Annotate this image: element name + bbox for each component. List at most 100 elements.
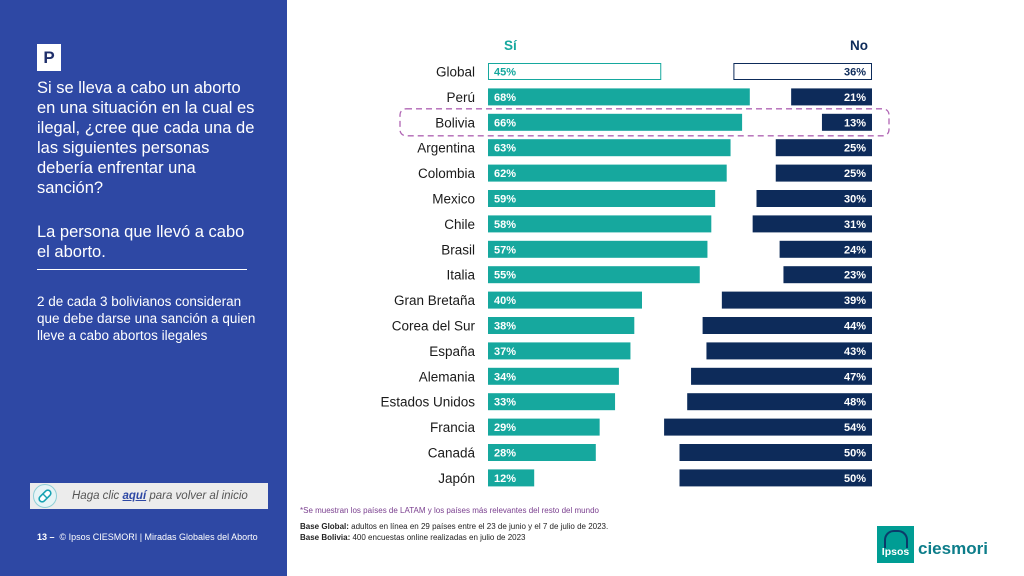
ciesmori-wordmark: ciesmori xyxy=(918,539,988,558)
no-value-colombia: 25% xyxy=(844,168,866,180)
yes-value-francia: 29% xyxy=(494,422,516,434)
no-value-argentina: 25% xyxy=(844,143,866,155)
side-panel: P Si se lleva a cabo un aborto en una si… xyxy=(0,0,287,576)
category-label-italia: Italia xyxy=(446,268,475,283)
no-bar-canada xyxy=(679,444,872,461)
category-label-colombia: Colombia xyxy=(418,166,476,181)
page-number: 13 – xyxy=(37,532,55,542)
category-label-gran-bretana: Gran Bretaña xyxy=(394,293,476,308)
no-bar-bolivia xyxy=(821,113,872,131)
ipsos-ciesmori-logo: Ipsos ciesmori xyxy=(877,526,988,563)
yes-bar-francia xyxy=(488,418,600,436)
yes-value-canada: 28% xyxy=(494,448,516,460)
back-to-start-button[interactable]: Haga clic aquí para volver al inicio xyxy=(30,483,268,509)
no-bar-argentina xyxy=(775,139,872,157)
question-text: Si se lleva a cabo un aborto en una situ… xyxy=(37,79,255,197)
category-label-global: Global xyxy=(436,65,475,80)
yes-value-mexico: 59% xyxy=(494,194,516,206)
no-value-canada: 50% xyxy=(844,448,866,460)
category-label-brasil: Brasil xyxy=(441,242,475,257)
base-notes: Base Global: adultos en línea en 29 país… xyxy=(300,521,608,543)
pill-icon xyxy=(32,483,58,509)
no-value-francia: 54% xyxy=(844,422,866,434)
category-label-japon: Japón xyxy=(438,471,475,486)
no-bar-japon xyxy=(679,469,872,487)
category-label-alemania: Alemania xyxy=(419,369,476,384)
base-global-note: Base Global: adultos en línea en 29 país… xyxy=(300,522,609,531)
yes-bar-mexico xyxy=(488,190,716,207)
yes-bar-gran-bretana xyxy=(488,291,642,309)
no-bar-colombia xyxy=(775,164,872,182)
back-to-start-text: Haga clic aquí para volver al inicio xyxy=(72,490,248,502)
yes-value-argentina: 63% xyxy=(494,143,516,155)
question-subject: La persona que llevó a cabo el aborto. xyxy=(37,223,245,261)
category-label-espana: España xyxy=(429,344,475,359)
yes-bar-espana xyxy=(488,342,631,360)
yes-bar-bolivia xyxy=(488,113,743,131)
no-bar-brasil xyxy=(779,240,872,258)
yes-bar-colombia xyxy=(488,164,727,182)
category-label-canada: Canadá xyxy=(428,446,476,461)
yes-bar-brasil xyxy=(488,240,708,258)
category-label-peru: Perú xyxy=(446,90,475,105)
yes-value-corea-del-sur: 38% xyxy=(494,321,516,333)
yes-bar-alemania xyxy=(488,367,619,385)
yes-value-peru: 68% xyxy=(494,92,516,104)
no-bar-global xyxy=(733,63,872,80)
yes-bar-estados-unidos xyxy=(488,393,616,411)
category-label-bolivia: Bolivia xyxy=(435,115,475,130)
no-value-global: 36% xyxy=(844,67,866,79)
base-bolivia-note: Base Bolivia: 400 encuestas online reali… xyxy=(300,533,526,542)
yes-value-japon: 12% xyxy=(494,473,516,485)
no-value-bolivia: 13% xyxy=(844,117,866,129)
yes-bar-argentina xyxy=(488,139,731,157)
no-value-corea-del-sur: 44% xyxy=(844,321,866,333)
no-value-brasil: 24% xyxy=(844,244,866,256)
yes-value-estados-unidos: 33% xyxy=(494,397,516,409)
no-bar-peru xyxy=(791,88,872,106)
question-badge: P xyxy=(37,44,61,71)
category-label-chile: Chile xyxy=(444,217,475,232)
no-value-peru: 21% xyxy=(844,92,866,104)
yes-bar-chile xyxy=(488,215,712,233)
no-bar-chile xyxy=(752,215,872,233)
yes-bar-peru xyxy=(488,88,750,106)
yes-value-brasil: 57% xyxy=(494,244,516,256)
category-label-francia: Francia xyxy=(430,420,476,435)
no-value-estados-unidos: 48% xyxy=(844,397,866,409)
back-to-start-link[interactable]: aquí xyxy=(122,490,147,502)
no-bar-gran-bretana xyxy=(721,291,872,309)
no-value-japon: 50% xyxy=(844,473,866,485)
no-value-mexico: 30% xyxy=(844,194,866,206)
yes-value-italia: 55% xyxy=(494,270,516,282)
no-bar-italia xyxy=(783,266,872,284)
no-value-alemania: 47% xyxy=(844,371,866,383)
yes-bar-global xyxy=(488,63,662,80)
yes-value-bolivia: 66% xyxy=(494,117,516,129)
category-label-argentina: Argentina xyxy=(417,141,475,156)
no-bar-corea-del-sur xyxy=(702,317,872,334)
yes-bar-canada xyxy=(488,444,596,461)
yes-bar-japon xyxy=(488,469,535,487)
yes-value-gran-bretana: 40% xyxy=(494,295,516,307)
no-bar-alemania xyxy=(691,367,872,385)
category-label-estados-unidos: Estados Unidos xyxy=(380,395,475,410)
no-value-espana: 43% xyxy=(844,346,866,358)
yes-value-colombia: 62% xyxy=(494,168,516,180)
no-value-gran-bretana: 39% xyxy=(844,295,866,307)
no-bar-francia xyxy=(664,418,872,436)
yes-value-chile: 58% xyxy=(494,219,516,231)
no-bar-espana xyxy=(706,342,872,360)
footer-text: © Ipsos CIESMORI | Miradas Globales del … xyxy=(59,532,258,542)
footer: 13 – © Ipsos CIESMORI | Miradas Globales… xyxy=(37,532,258,542)
no-value-italia: 23% xyxy=(844,270,866,282)
no-value-chile: 31% xyxy=(844,219,866,231)
category-label-mexico: Mexico xyxy=(432,192,475,207)
insight-text: 2 de cada 3 bolivianos consideran que de… xyxy=(37,294,256,343)
yes-value-espana: 37% xyxy=(494,346,516,358)
no-bar-estados-unidos xyxy=(687,393,872,411)
category-label-corea-del-sur: Corea del Sur xyxy=(392,319,476,334)
divider xyxy=(37,269,247,270)
highlight-box xyxy=(399,108,890,137)
yes-bar-italia xyxy=(488,266,700,284)
